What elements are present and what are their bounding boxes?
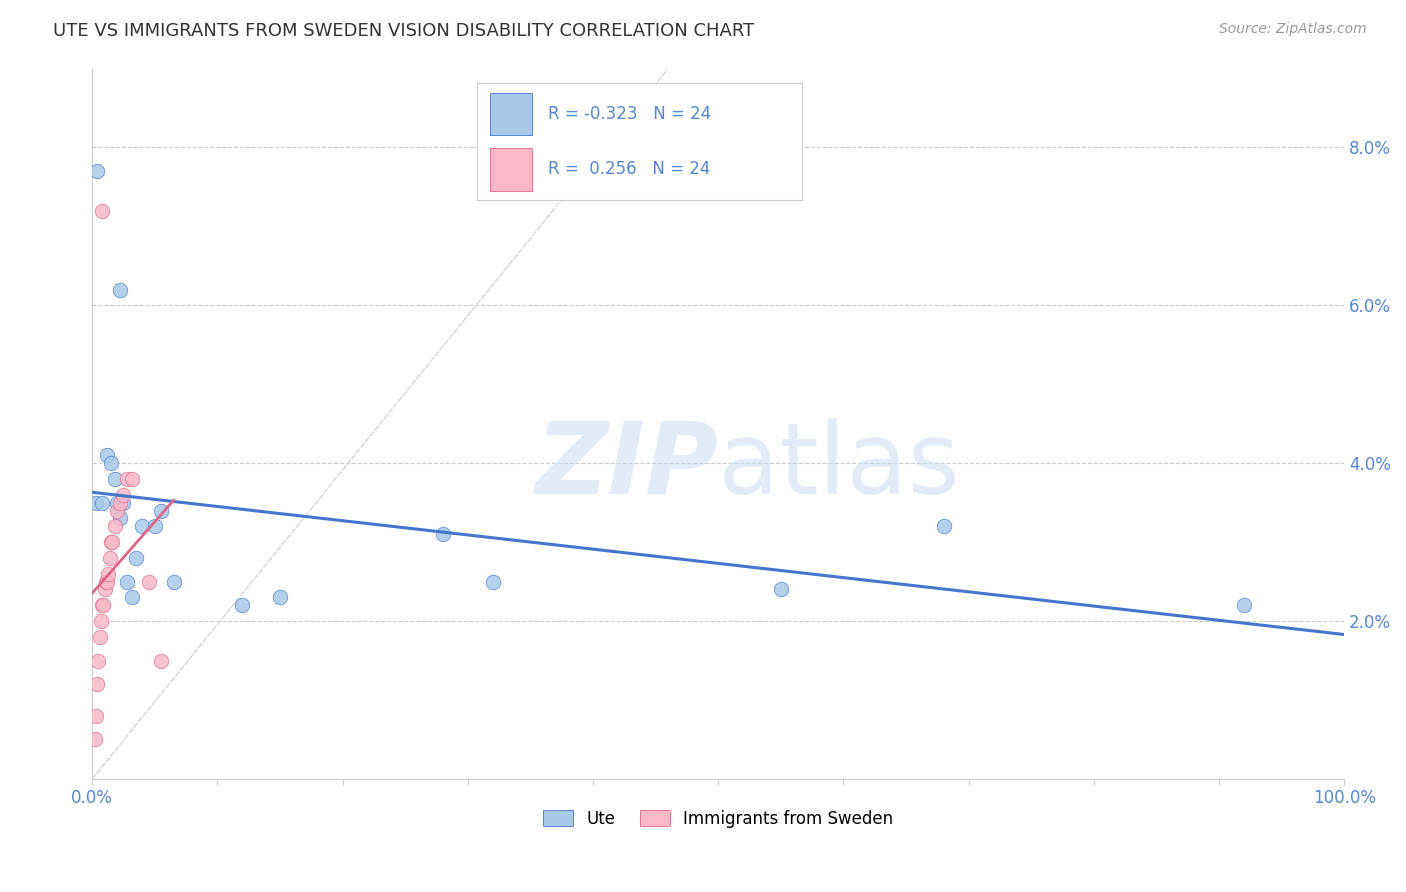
Text: atlas: atlas [718, 417, 960, 515]
Point [91, 203, 114, 218]
Point [96, 448, 118, 462]
Point [269, 591, 291, 605]
Point [91, 599, 114, 613]
Point [104, 472, 127, 486]
Point [100, 456, 122, 470]
Point [125, 550, 148, 565]
Point [97, 566, 120, 581]
Point [84, 496, 107, 510]
Point [143, 519, 166, 533]
Point [100, 535, 122, 549]
Text: ZIP: ZIP [536, 417, 718, 515]
Point [98, 550, 121, 565]
Point [112, 496, 135, 510]
Point [101, 535, 124, 549]
Point [482, 574, 505, 589]
Point [150, 653, 173, 667]
Point [89, 630, 111, 644]
Point [96, 574, 118, 589]
Point [108, 511, 131, 525]
Point [108, 496, 131, 510]
Text: Source: ZipAtlas.com: Source: ZipAtlas.com [1219, 22, 1367, 37]
Point [231, 599, 253, 613]
Text: UTE VS IMMIGRANTS FROM SWEDEN VISION DISABILITY CORRELATION CHART: UTE VS IMMIGRANTS FROM SWEDEN VISION DIS… [53, 22, 755, 40]
Point [93, 582, 115, 597]
Point [93, 599, 115, 613]
Point [769, 582, 792, 597]
Point [112, 488, 135, 502]
Point [91, 496, 114, 510]
Point [104, 519, 127, 533]
Point [115, 472, 138, 486]
Point [131, 519, 153, 533]
Point [84, 708, 107, 723]
Point [138, 574, 160, 589]
Point [121, 591, 143, 605]
Point [432, 527, 454, 541]
Point [1233, 599, 1256, 613]
Point [150, 503, 173, 517]
Point [121, 472, 143, 486]
Point [105, 503, 128, 517]
Point [105, 496, 128, 510]
Point [90, 614, 112, 628]
Point [87, 653, 110, 667]
Point [932, 519, 955, 533]
Legend: Ute, Immigrants from Sweden: Ute, Immigrants from Sweden [536, 803, 900, 835]
Point [94, 574, 117, 589]
Point [83, 732, 105, 747]
Point [162, 574, 184, 589]
Point [86, 164, 108, 178]
Point [86, 677, 108, 691]
Point [108, 283, 131, 297]
Point [115, 574, 138, 589]
